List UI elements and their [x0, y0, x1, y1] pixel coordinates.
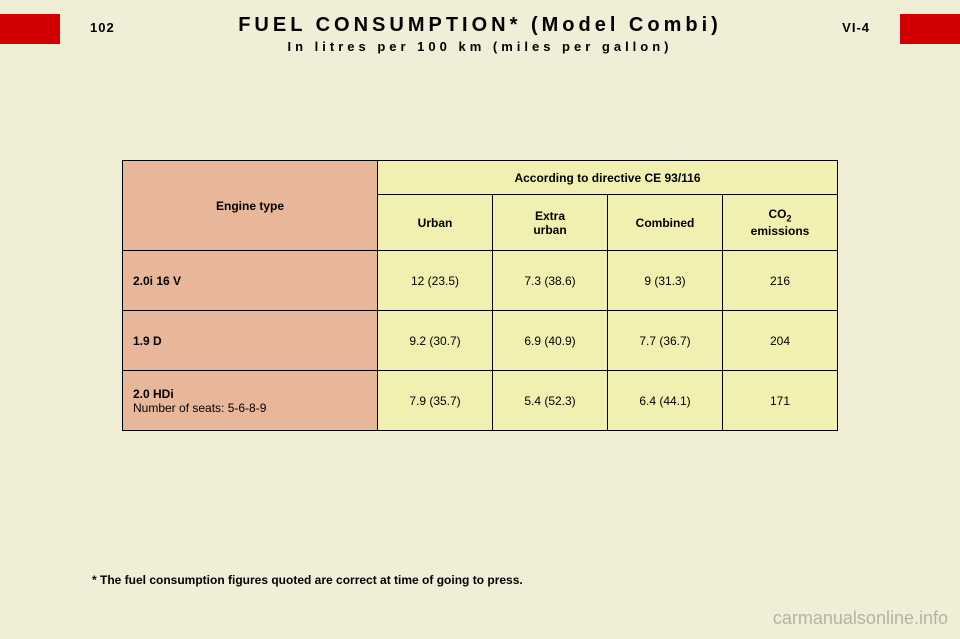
cell-co2: 216 [723, 251, 838, 311]
cell-urban: 9.2 (30.7) [378, 311, 493, 371]
header-combined: Combined [608, 195, 723, 251]
header-engine-type: Engine type [123, 161, 378, 251]
cell-extra: 6.9 (40.9) [493, 311, 608, 371]
cell-urban: 7.9 (35.7) [378, 371, 493, 431]
engine-label: 1.9 D [123, 311, 378, 371]
header-extra-urban: Extra urban [493, 195, 608, 251]
watermark: carmanualsonline.info [773, 608, 948, 629]
table-row: 2.0 HDiNumber of seats: 5-6-8-9 7.9 (35.… [123, 371, 838, 431]
title-block: FUEL CONSUMPTION* (Model Combi) In litre… [0, 14, 960, 54]
cell-combined: 7.7 (36.7) [608, 311, 723, 371]
cell-co2: 171 [723, 371, 838, 431]
cell-urban: 12 (23.5) [378, 251, 493, 311]
page-subtitle: In litres per 100 km (miles per gallon) [0, 39, 960, 54]
footnote: * The fuel consumption figures quoted ar… [92, 573, 523, 587]
engine-label: 2.0 HDiNumber of seats: 5-6-8-9 [123, 371, 378, 431]
page-title: FUEL CONSUMPTION* (Model Combi) [0, 14, 960, 37]
header-co2: CO2emissions [723, 195, 838, 251]
cell-combined: 9 (31.3) [608, 251, 723, 311]
table-row: 1.9 D 9.2 (30.7) 6.9 (40.9) 7.7 (36.7) 2… [123, 311, 838, 371]
engine-label: 2.0i 16 V [123, 251, 378, 311]
cell-co2: 204 [723, 311, 838, 371]
header-directive: According to directive CE 93/116 [378, 161, 838, 195]
cell-extra: 5.4 (52.3) [493, 371, 608, 431]
cell-combined: 6.4 (44.1) [608, 371, 723, 431]
table-row: 2.0i 16 V 12 (23.5) 7.3 (38.6) 9 (31.3) … [123, 251, 838, 311]
table-header-row-1: Engine type According to directive CE 93… [123, 161, 838, 195]
cell-extra: 7.3 (38.6) [493, 251, 608, 311]
header-urban: Urban [378, 195, 493, 251]
fuel-consumption-table: Engine type According to directive CE 93… [122, 160, 838, 431]
